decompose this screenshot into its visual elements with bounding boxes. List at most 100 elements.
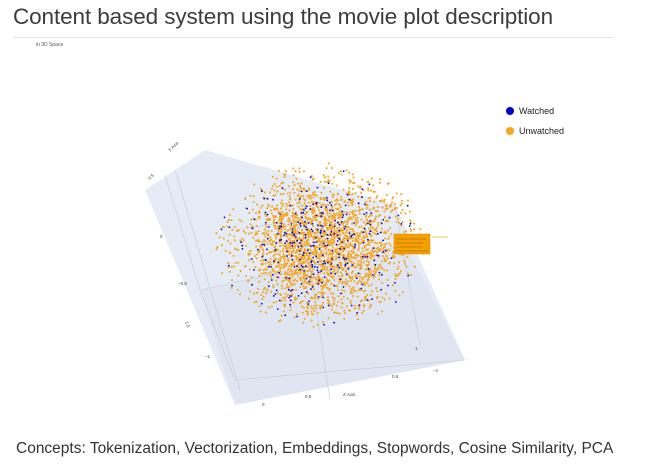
point-unwatched (324, 252, 327, 255)
point-unwatched (413, 228, 416, 231)
point-unwatched (399, 204, 402, 207)
point-unwatched (278, 169, 281, 172)
point-watched (345, 258, 348, 260)
point-unwatched (368, 251, 371, 255)
point-watched (367, 222, 369, 225)
point-unwatched (340, 266, 343, 269)
point-unwatched (338, 226, 341, 229)
point-watched (368, 183, 371, 186)
point-unwatched (344, 234, 347, 237)
point-unwatched (409, 221, 412, 224)
point-unwatched (331, 226, 334, 229)
point-unwatched (342, 188, 345, 191)
point-unwatched (372, 206, 375, 209)
point-unwatched (393, 256, 396, 259)
point-unwatched (335, 184, 338, 187)
point-unwatched (349, 279, 352, 282)
point-unwatched (263, 239, 266, 242)
point-unwatched (372, 254, 375, 258)
point-unwatched (275, 177, 278, 180)
point-watched (345, 273, 348, 276)
point-unwatched (278, 263, 281, 266)
point-unwatched (298, 167, 301, 170)
point-unwatched (348, 187, 351, 190)
point-unwatched (284, 213, 287, 216)
point-watched (326, 237, 329, 240)
point-unwatched (262, 272, 266, 275)
point-unwatched (308, 230, 311, 233)
point-unwatched (386, 278, 389, 281)
point-unwatched (292, 301, 295, 304)
point-watched (338, 223, 341, 226)
point-unwatched (289, 309, 292, 312)
point-unwatched (216, 246, 219, 249)
point-unwatched (276, 253, 279, 256)
point-unwatched (356, 235, 359, 238)
point-unwatched (257, 287, 260, 290)
point-unwatched (375, 247, 378, 250)
point-unwatched (329, 190, 332, 193)
point-unwatched (304, 215, 307, 218)
point-unwatched (346, 220, 349, 223)
point-unwatched (334, 232, 337, 235)
point-unwatched (331, 238, 334, 241)
point-unwatched (374, 250, 377, 253)
point-watched (293, 241, 296, 244)
point-unwatched (352, 256, 355, 259)
legend-item-unwatched[interactable]: Unwatched (506, 121, 564, 141)
point-watched (302, 252, 305, 254)
point-unwatched (363, 298, 366, 301)
point-unwatched (292, 279, 295, 283)
point-unwatched (327, 317, 330, 320)
point-watched (369, 219, 371, 222)
point-unwatched (309, 305, 312, 308)
point-unwatched (406, 255, 409, 258)
point-unwatched (295, 288, 298, 291)
point-unwatched (261, 298, 264, 301)
point-unwatched (323, 176, 327, 179)
point-watched (305, 226, 308, 229)
point-unwatched (281, 280, 284, 283)
point-unwatched (273, 183, 276, 186)
point-unwatched (299, 285, 302, 288)
point-watched (333, 225, 336, 228)
point-unwatched (257, 230, 260, 233)
point-unwatched (290, 234, 293, 237)
point-unwatched (264, 311, 268, 314)
point-unwatched (406, 199, 410, 202)
point-unwatched (361, 178, 364, 181)
point-unwatched (368, 243, 371, 247)
point-unwatched (296, 268, 299, 271)
point-watched (339, 248, 341, 250)
point-unwatched (315, 194, 318, 197)
point-unwatched (399, 269, 402, 273)
point-unwatched (360, 258, 363, 261)
legend-item-watched[interactable]: Watched (506, 101, 564, 121)
point-unwatched (293, 316, 296, 319)
point-unwatched (282, 226, 285, 229)
point-unwatched (323, 283, 326, 286)
point-unwatched (275, 275, 278, 278)
point-watched (272, 273, 274, 276)
point-watched (261, 190, 263, 193)
point-unwatched (409, 273, 413, 277)
point-unwatched (310, 218, 313, 221)
point-unwatched (332, 193, 335, 196)
point-unwatched (348, 257, 351, 260)
point-watched (278, 271, 280, 274)
point-watched (324, 262, 327, 265)
point-unwatched (270, 290, 273, 293)
point-unwatched (280, 224, 283, 227)
point-watched (316, 266, 319, 269)
point-unwatched (396, 267, 399, 271)
point-unwatched (269, 271, 272, 274)
point-unwatched (313, 309, 316, 312)
point-watched (322, 263, 325, 265)
point-unwatched (351, 204, 354, 207)
point-unwatched (276, 291, 279, 295)
point-unwatched (315, 304, 318, 307)
point-unwatched (252, 292, 256, 295)
point-unwatched (409, 227, 412, 231)
point-watched (315, 241, 318, 243)
